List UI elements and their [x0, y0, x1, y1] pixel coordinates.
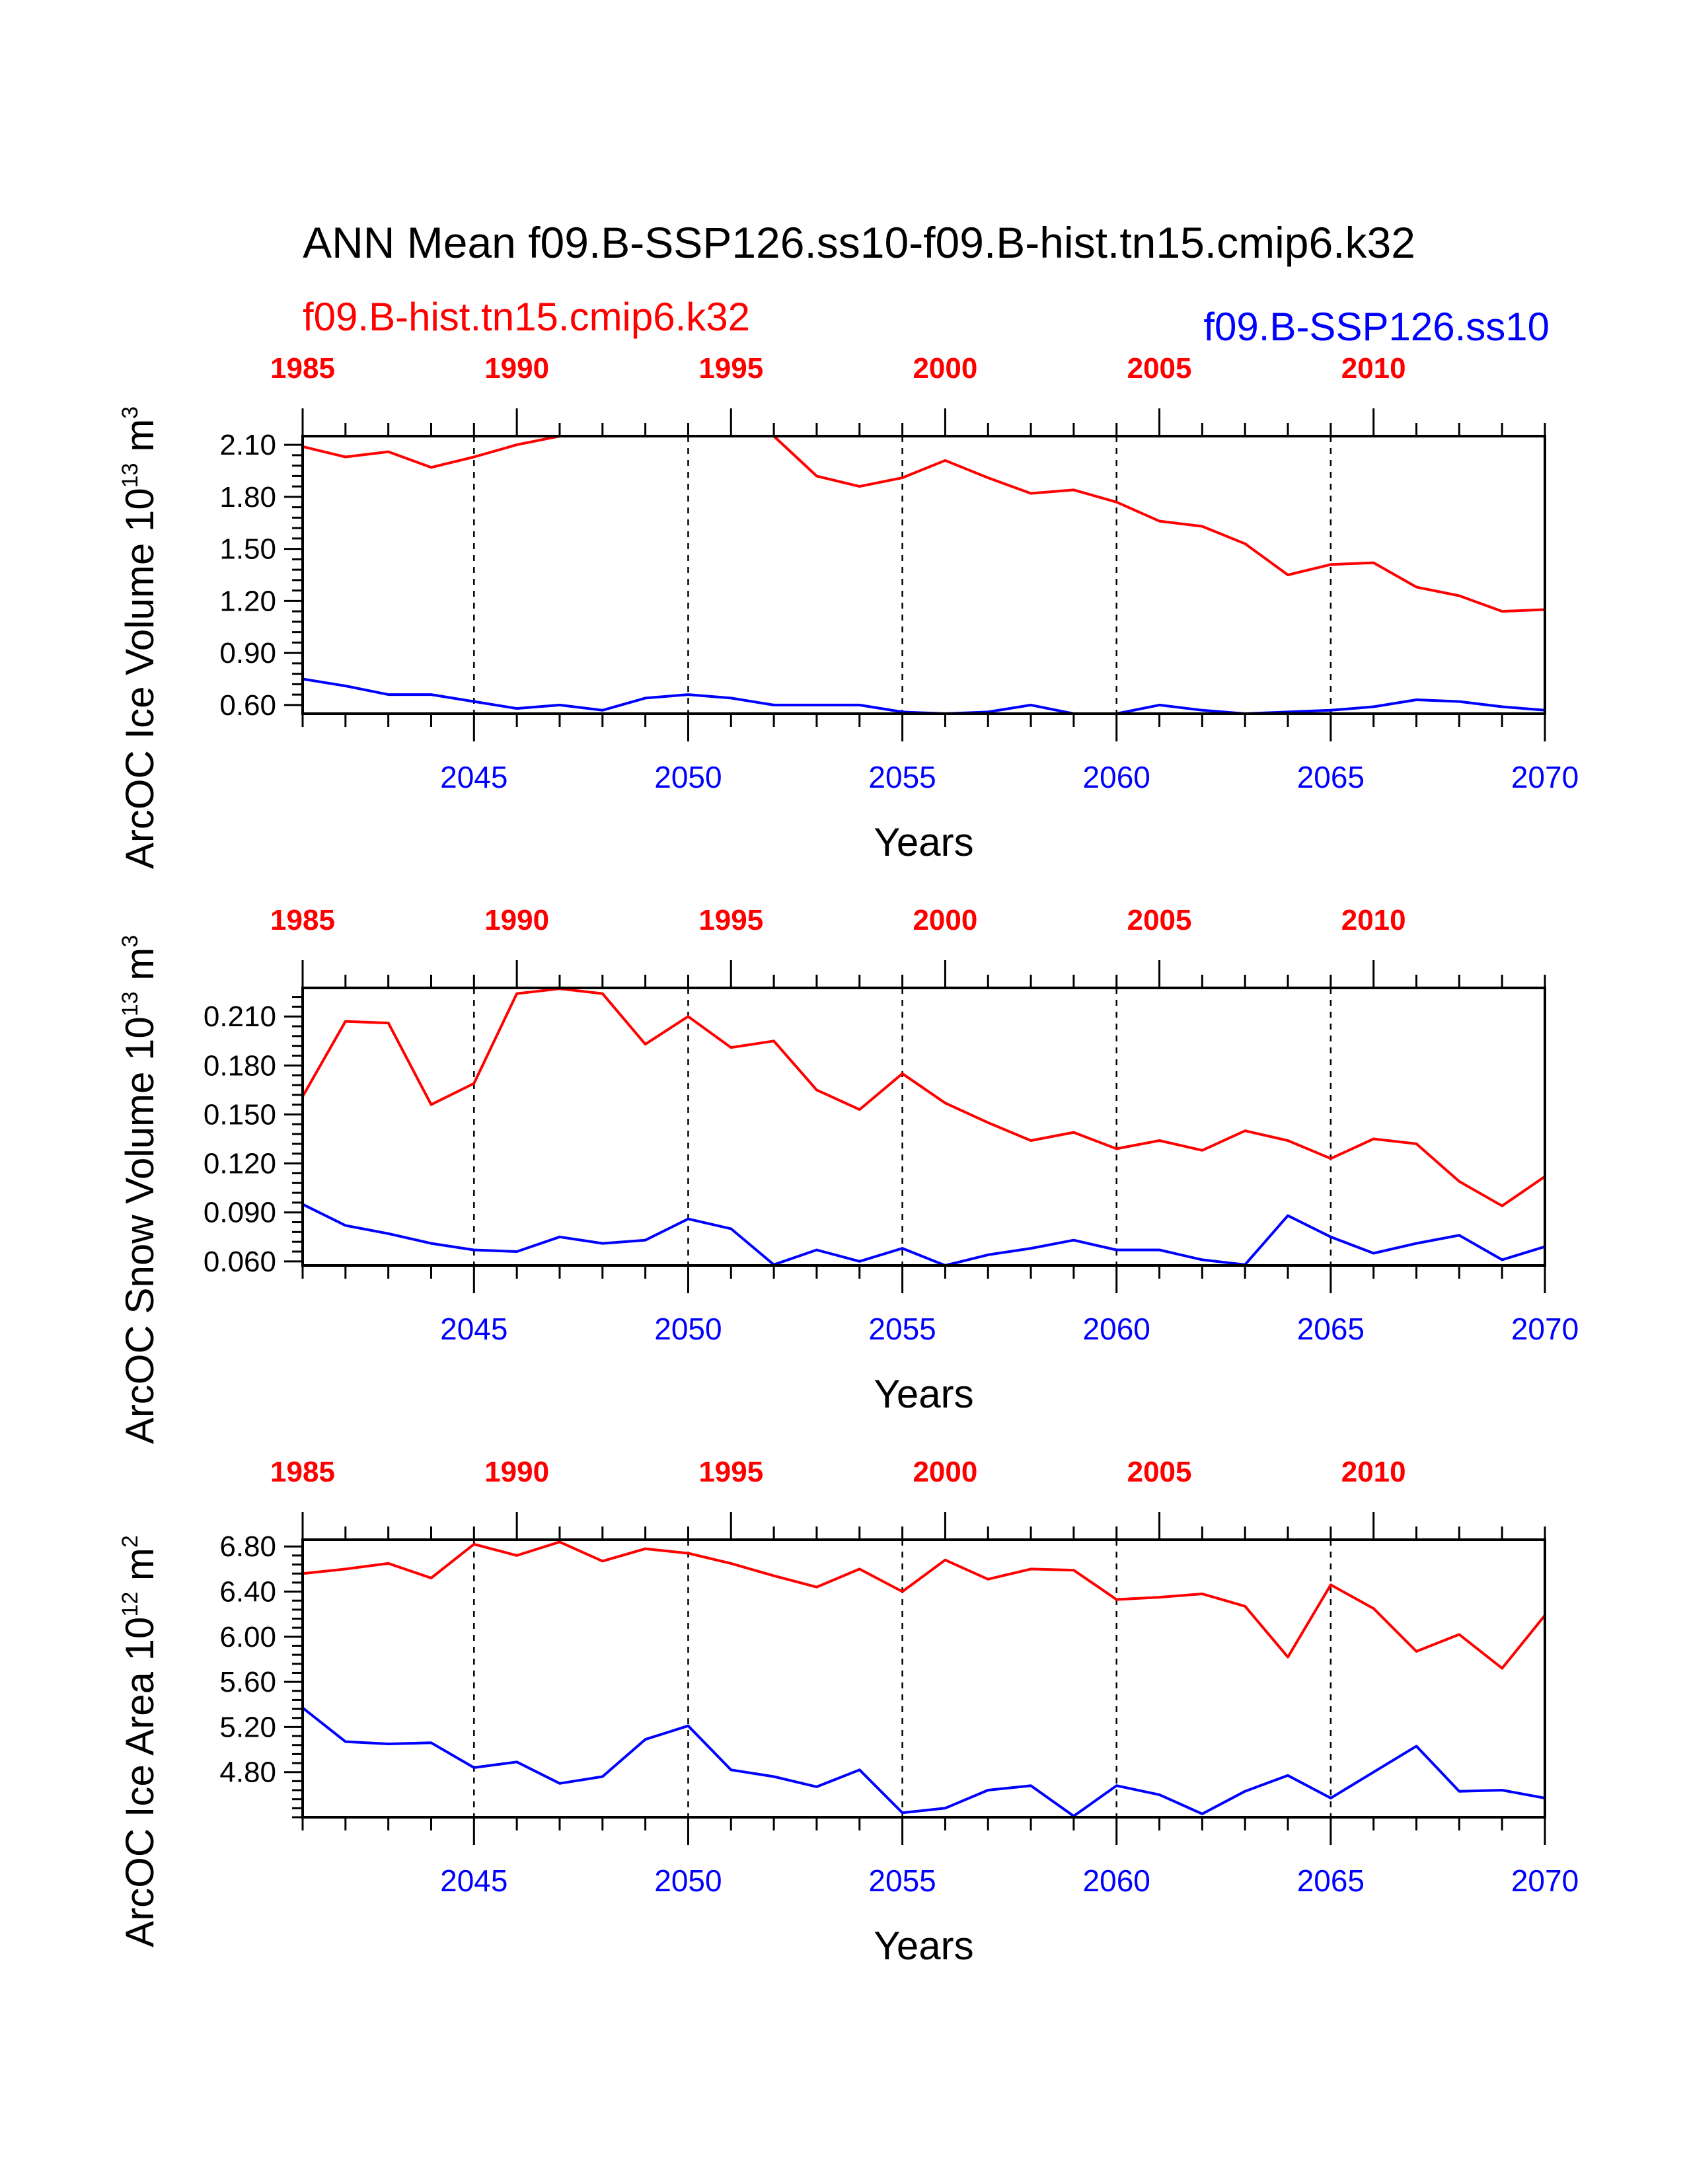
y-axis-tick-label: 0.180: [204, 1049, 276, 1082]
page-title: ANN Mean f09.B-SSP126.ss10-f09.B-hist.tn…: [303, 218, 1415, 267]
bottom-axis-tick-label: 2050: [654, 1312, 722, 1346]
y-axis-tick-label: 2.10: [219, 429, 276, 461]
bottom-axis-tick-label: 2050: [654, 760, 722, 794]
top-axis-tick-label: 1990: [484, 352, 549, 385]
top-axis-tick-label: 2005: [1127, 352, 1192, 385]
top-axis-tick-label: 1985: [270, 904, 335, 936]
bottom-axis-tick-label: 2065: [1297, 760, 1365, 794]
y-axis-tick-label: 0.150: [204, 1098, 276, 1131]
bottom-axis-tick-label: 2065: [1297, 1312, 1365, 1346]
bottom-axis-tick-label: 2070: [1511, 1864, 1579, 1898]
series-line-red: [302, 435, 1546, 613]
top-axis-tick-label: 2005: [1127, 1456, 1192, 1488]
bottom-axis-tick-label: 2045: [440, 1864, 507, 1898]
bottom-axis-tick-label: 2045: [440, 760, 507, 794]
series-line-blue: [302, 677, 1546, 715]
legend-blue-series: f09.B-SSP126.ss10: [1203, 305, 1550, 349]
panel-3: 1985 1990 1995 2000 2005 2010 2045 2050 2055 2060…: [118, 1456, 1579, 1968]
bottom-axis-tick-label: 2055: [868, 1864, 936, 1898]
y-axis-tick-label: 1.50: [219, 533, 276, 566]
bottom-axis-tick-label: 2045: [440, 1312, 507, 1346]
y-axis-tick-label: 0.120: [204, 1148, 276, 1180]
plot-frame: [301, 1538, 1546, 1819]
y-axis-tick-label: 1.20: [219, 585, 276, 617]
y-axis-tick-label: 0.60: [219, 689, 276, 722]
series-line-red: [301, 987, 1546, 1207]
y-axis-tick-label: 0.210: [204, 1000, 276, 1033]
series-line-blue: [302, 1203, 1546, 1267]
bottom-axis-tick-label: 2055: [868, 1312, 936, 1346]
y-axis-tick-label: 6.40: [219, 1576, 276, 1608]
plot-frame: [301, 987, 1546, 1267]
top-axis-tick-label: 1995: [698, 904, 763, 936]
y-axis-tick-label: 1.80: [219, 481, 276, 513]
x-axis-title: Years: [874, 1924, 973, 1968]
bottom-axis-tick-label: 2070: [1511, 760, 1579, 794]
top-axis-tick-label: 1990: [484, 1456, 549, 1488]
y-axis-title: ArcOC Ice Volume 1013 m3: [118, 406, 162, 869]
y-axis-tick-label: 5.60: [219, 1666, 276, 1698]
bottom-axis-tick-label: 2055: [868, 760, 936, 794]
y-axis-title: ArcOC Ice Area 1012 m2: [118, 1535, 162, 1947]
top-axis-tick-label: 1995: [698, 352, 763, 385]
y-axis-tick-label: 6.00: [219, 1621, 276, 1653]
y-axis-tick-label: 5.20: [219, 1711, 276, 1743]
y-axis-tick-label: 0.090: [204, 1197, 276, 1229]
plot-frame: [301, 435, 1546, 715]
top-axis-tick-label: 1985: [270, 352, 335, 385]
top-axis-tick-label: 1985: [270, 1456, 335, 1488]
legend-red-series: f09.B-hist.tn15.cmip6.k32: [303, 295, 750, 339]
top-axis-tick-label: 2005: [1127, 904, 1192, 936]
top-axis-tick-label: 2010: [1341, 904, 1406, 936]
series-line-red: [302, 1540, 1546, 1670]
y-axis-tick-label: 4.80: [219, 1756, 276, 1789]
top-axis-tick-label: 1995: [698, 1456, 763, 1488]
series-line-blue: [301, 1706, 1546, 1818]
panels-group: 1985 1990 1995 2000 2005 2010 2045 2050 2055 2060…: [118, 352, 1579, 1968]
panel-2: 1985 1990 1995 2000 2005 2010 2045 2050 2055 2060…: [118, 904, 1579, 1444]
y-axis-tick-label: 0.90: [219, 637, 276, 669]
bottom-axis-tick-label: 2060: [1083, 1312, 1150, 1346]
x-axis-title: Years: [874, 820, 973, 864]
bottom-axis-tick-label: 2060: [1083, 1864, 1150, 1898]
top-axis-tick-label: 2000: [913, 352, 977, 385]
top-axis-tick-label: 2010: [1341, 352, 1406, 385]
panel-1: 1985 1990 1995 2000 2005 2010 2045 2050 2055 2060…: [118, 352, 1579, 869]
y-axis-tick-label: 6.80: [219, 1530, 276, 1563]
y-axis-title: ArcOC Snow Volume 1013 m3: [118, 935, 162, 1444]
top-axis-tick-label: 2010: [1341, 1456, 1406, 1488]
x-axis-title: Years: [874, 1372, 973, 1416]
y-axis-tick-label: 0.060: [204, 1246, 276, 1278]
bottom-axis-tick-label: 2060: [1083, 760, 1150, 794]
top-axis-tick-label: 2000: [913, 904, 977, 936]
bottom-axis-tick-label: 2070: [1511, 1312, 1579, 1346]
bottom-axis-tick-label: 2050: [654, 1864, 722, 1898]
bottom-axis-tick-label: 2065: [1297, 1864, 1365, 1898]
top-axis-tick-label: 1990: [484, 904, 549, 936]
top-axis-tick-label: 2000: [913, 1456, 977, 1488]
